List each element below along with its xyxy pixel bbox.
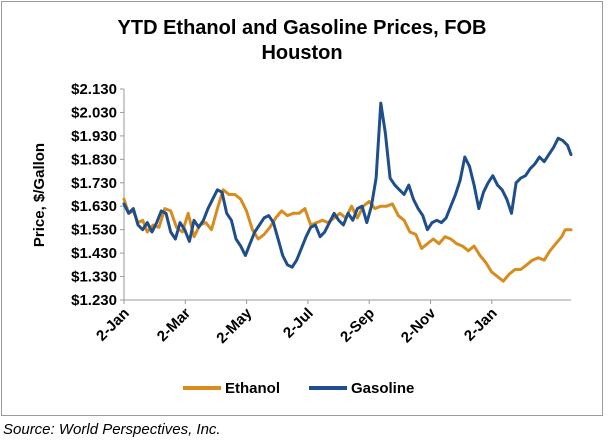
y-tick-label: $1.930 [71,128,117,145]
chart-title-line-1: YTD Ethanol and Gasoline Prices, FOB [117,17,487,39]
x-tick-label: 2-Jan [93,305,133,345]
y-tick-label: $1.630 [71,198,117,215]
y-tick-label: $1.730 [71,175,117,192]
y-tick-label: $1.230 [71,292,117,309]
chart-title: YTD Ethanol and Gasoline Prices, FOB Hou… [0,16,604,66]
y-axis-title: Price, $/Gallon [31,143,48,247]
y-tick-label: $1.330 [71,269,117,286]
y-tick-label: $1.830 [71,151,117,168]
chart-frame [1,1,603,416]
x-tick-label: 2-Mar [154,305,194,345]
x-tick-labels: 2-Jan 2-Mar 2-May 2-Jul 2-Sep 2-Nov 2-Jan [93,300,501,347]
legend: Ethanol Gasoline [183,380,414,397]
y-tick-label: $2.030 [71,104,117,121]
y-tick-labels: $2.130 $2.030 $1.930 $1.830 $1.730 $1.630 $1.5… [71,81,124,309]
x-tick-label: 2-Nov [398,304,440,346]
x-tick-label: 2-Jul [280,305,317,342]
source-note: Source: World Perspectives, Inc. [3,421,221,438]
x-tick-label: 2-May [213,304,256,347]
series-lines [122,101,573,283]
axes [123,89,571,301]
y-tick-label: $1.530 [71,222,117,239]
series-line-gasoline [122,101,573,269]
x-tick-label: 2-Jan [461,305,501,345]
y-tick-label: $1.430 [71,245,117,262]
legend-label-ethanol: Ethanol [225,380,280,397]
y-tick-label: $2.130 [71,81,117,98]
chart-title-line-2: Houston [261,42,343,64]
legend-label-gasoline: Gasoline [351,380,414,397]
x-tick-label: 2-Sep [337,305,378,346]
